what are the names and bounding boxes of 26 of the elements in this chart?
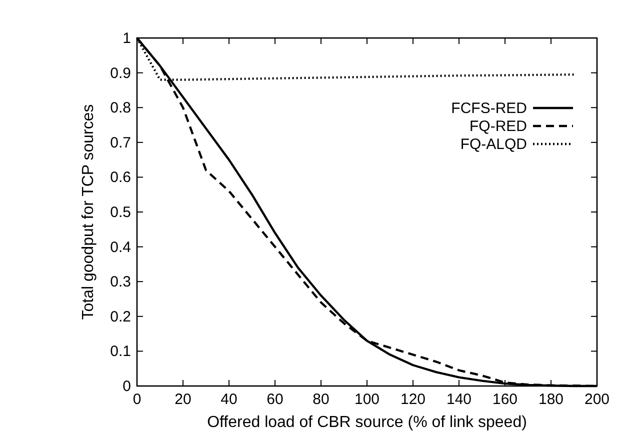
y-tick-label: 0.1 [110,343,131,360]
y-tick-label: 0.8 [110,100,131,117]
y-tick-label: 0.4 [110,238,131,256]
y-tick-label: 0.5 [110,204,131,221]
x-tick-label: 180 [538,391,564,408]
x-tick-label: 160 [492,391,518,408]
x-tick-label: 60 [266,391,284,408]
legend-label: FQ-ALQD [460,136,528,153]
x-tick-label: 20 [174,391,192,408]
y-axis-title: Total goodput for TCP sources [80,104,97,320]
y-tick-label: 0.3 [110,274,131,291]
y-tick-label: 0.7 [110,134,131,152]
legend-label: FQ-RED [470,118,528,135]
y-tick-label: 0.2 [110,308,131,326]
y-tick-label: 0.9 [110,64,131,82]
x-tick-label: 140 [446,391,472,408]
y-tick-label: 0 [122,378,131,395]
y-tick-label: 0.6 [110,169,131,186]
legend-label: FCFS-RED [451,100,528,117]
y-tick-label: 1 [122,30,131,47]
x-axis-title: Offered load of CBR source (% of link speed) [207,414,527,431]
x-tick-label: 200 [584,391,610,408]
x-tick-label: 80 [312,391,330,408]
x-tick-label: 120 [400,391,426,408]
x-tick-label: 40 [220,391,238,408]
x-tick-label: 100 [354,391,380,408]
